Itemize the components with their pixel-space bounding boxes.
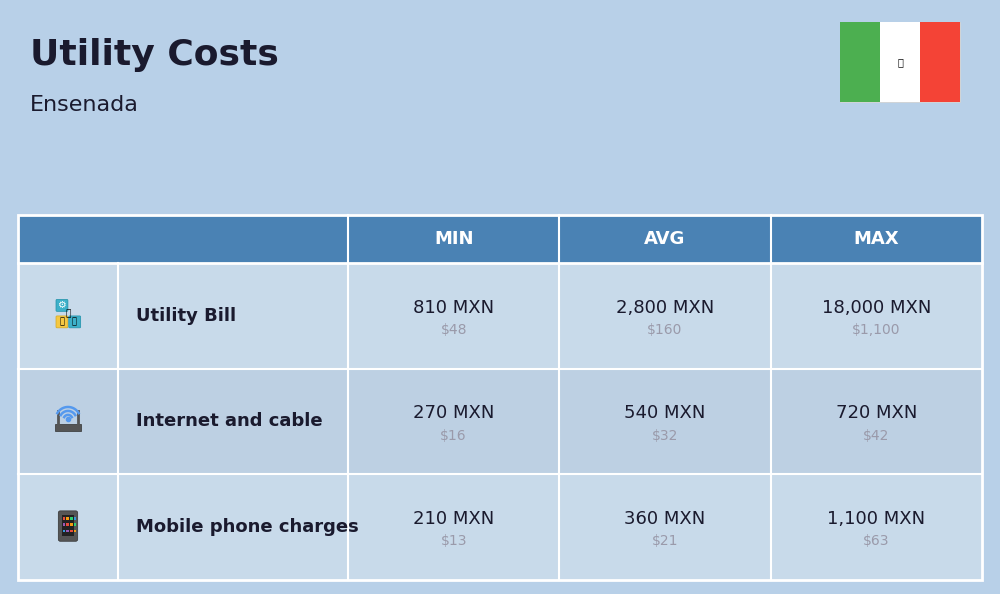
Text: 🔌: 🔌 [59, 317, 64, 326]
Text: $16: $16 [440, 428, 467, 443]
Bar [18, 215, 982, 580]
Bar [70, 517, 73, 520]
Bar [70, 523, 73, 526]
Text: $63: $63 [863, 534, 890, 548]
Text: Ensenada: Ensenada [30, 95, 139, 115]
Text: 2,800 MXN: 2,800 MXN [616, 299, 714, 317]
Bar [62, 523, 65, 526]
Bar [62, 517, 65, 520]
Text: Utility Costs: Utility Costs [30, 38, 279, 72]
Bar [66, 523, 69, 526]
Text: 1,100 MXN: 1,100 MXN [827, 510, 925, 528]
Text: $160: $160 [647, 323, 683, 337]
Text: Internet and cable: Internet and cable [136, 412, 323, 431]
Text: MAX: MAX [854, 230, 899, 248]
Text: 360 MXN: 360 MXN [624, 510, 706, 528]
Text: 270 MXN: 270 MXN [413, 405, 494, 422]
Text: Utility Bill: Utility Bill [136, 307, 236, 325]
Text: $48: $48 [440, 323, 467, 337]
Bar [66, 517, 69, 520]
Text: 210 MXN: 210 MXN [413, 510, 494, 528]
Text: 🦅: 🦅 [897, 57, 903, 67]
Text: MIN: MIN [434, 230, 473, 248]
Bar [74, 523, 76, 526]
Bar [920, 22, 960, 102]
Bar [62, 530, 65, 532]
FancyBboxPatch shape [56, 299, 68, 311]
Bar [18, 215, 982, 263]
Text: 720 MXN: 720 MXN [836, 405, 917, 422]
Bar [18, 475, 982, 580]
Text: $42: $42 [863, 428, 890, 443]
Text: $1,100: $1,100 [852, 323, 901, 337]
Text: 810 MXN: 810 MXN [413, 299, 494, 317]
FancyBboxPatch shape [58, 511, 78, 541]
Text: 18,000 MXN: 18,000 MXN [822, 299, 931, 317]
FancyBboxPatch shape [56, 316, 68, 328]
Bar [18, 263, 982, 369]
Bar [840, 22, 960, 102]
Text: AVG: AVG [644, 230, 686, 248]
Text: 🤚: 🤚 [65, 309, 71, 318]
Text: $21: $21 [652, 534, 678, 548]
Text: 540 MXN: 540 MXN [624, 405, 706, 422]
Text: ⚙: ⚙ [57, 301, 66, 310]
Bar [62, 515, 74, 536]
Text: $13: $13 [440, 534, 467, 548]
FancyBboxPatch shape [69, 316, 81, 328]
Bar [840, 22, 880, 102]
Bar [55, 424, 81, 431]
Text: $32: $32 [652, 428, 678, 443]
Bar [66, 530, 69, 532]
Bar [18, 369, 982, 475]
Text: 🚰: 🚰 [72, 317, 77, 326]
Text: Mobile phone charges: Mobile phone charges [136, 518, 359, 536]
Bar [74, 530, 76, 532]
Bar [70, 530, 73, 532]
Bar [880, 22, 920, 102]
Bar [74, 517, 76, 520]
